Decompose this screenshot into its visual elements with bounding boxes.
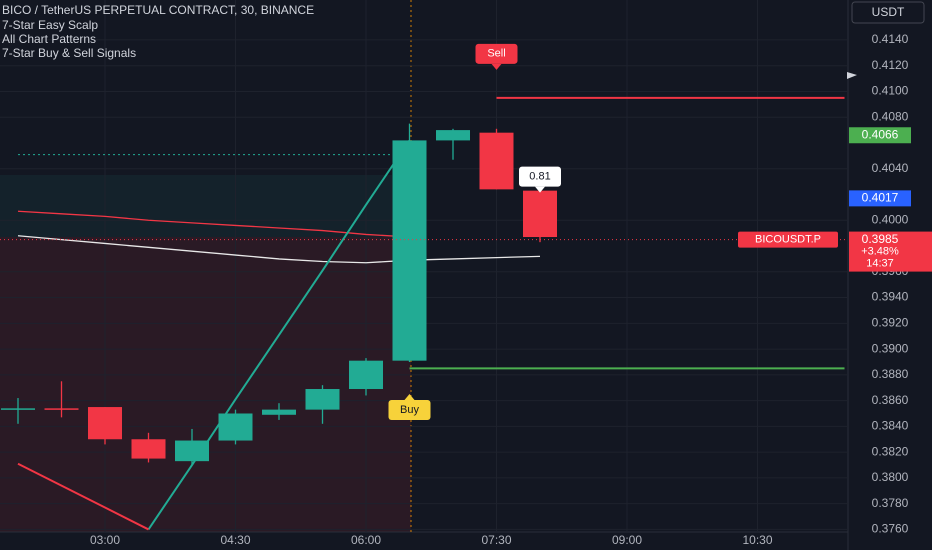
y-tick-label: 0.3920: [872, 315, 909, 329]
signal-text: Buy: [400, 404, 419, 416]
last-price-text: 0.3985: [862, 232, 899, 246]
signal-box: [519, 166, 561, 187]
indicator: 7-Star Easy Scalp: [2, 18, 98, 32]
indicator: All Chart Patterns: [2, 32, 96, 46]
x-tick-label: 07:30: [481, 533, 511, 547]
y-tick-label: 0.4080: [872, 109, 909, 123]
x-tick-label: 03:00: [90, 533, 120, 547]
candle-body: [479, 132, 514, 190]
y-tick-label: 0.3800: [872, 470, 909, 484]
indicator-line: [17, 235, 541, 264]
indicator-line: [17, 210, 410, 238]
zone-lower: [0, 237, 411, 532]
candle-body: [88, 407, 122, 440]
y-tick-label: 0.4120: [872, 58, 909, 72]
symbol-text: BICOUSDT.P: [755, 233, 821, 245]
y-tick-label: 0.3860: [872, 393, 909, 407]
scroll-marker: [847, 72, 857, 79]
candle-body: [436, 130, 470, 141]
y-tick-label: 0.3940: [872, 290, 909, 304]
plot: Sell Buy 0.81 BICOUSDT.P: [0, 0, 848, 532]
x-tick-label: 04:30: [220, 533, 250, 547]
y-tick-label: 0.4040: [872, 161, 909, 175]
symbol-tag: [738, 231, 838, 248]
countdown-text: 14:37: [866, 257, 894, 269]
candle-body: [131, 439, 166, 459]
currency-button[interactable]: [851, 1, 925, 24]
candle-body: [305, 389, 340, 410]
y-tick-label: 0.4140: [872, 32, 909, 46]
y-tick-label: 0.3840: [872, 419, 909, 433]
currency: USDT: [872, 5, 905, 19]
signal-pointer: [535, 186, 545, 193]
signal-pointer: [491, 63, 502, 70]
signal-box: [475, 43, 518, 64]
x-tick-label: 09:00: [612, 533, 642, 547]
y-tick-label: 0.3760: [872, 522, 909, 536]
x-tick-label: 06:00: [351, 533, 381, 547]
candle-body: [218, 413, 253, 441]
y-tick-label: 0.4000: [872, 212, 909, 226]
candle-body: [523, 190, 557, 238]
signal-pointer: [404, 393, 415, 400]
signal-box: [388, 399, 431, 420]
price-tag-text: 0.4066: [862, 127, 899, 141]
x-tick-label: 10:30: [742, 533, 772, 547]
y-tick-label: 0.3780: [872, 496, 909, 510]
signal-text: 0.81: [529, 171, 550, 183]
y-tick-label: 0.3820: [872, 444, 909, 458]
candle-body: [44, 408, 79, 410]
indicator-line: [17, 462, 149, 531]
indicator-line: [147, 139, 411, 530]
y-tick-label: 0.4100: [872, 84, 909, 98]
candle-body: [175, 440, 209, 462]
candle-body: [392, 140, 427, 361]
price-tag: [849, 190, 911, 207]
zone-upper: [0, 175, 392, 237]
candle-body: [1, 408, 35, 410]
y-tick-label: 0.3900: [872, 341, 909, 355]
price-tag-text: 0.4017: [862, 191, 899, 205]
indicator: 7-Star Buy & Sell Signals: [2, 46, 136, 60]
chart-title: BICO / TetherUS PERPETUAL CONTRACT, 30, …: [2, 3, 314, 17]
last-price-tag: [849, 231, 932, 272]
candle-body: [262, 409, 296, 415]
candle-body: [349, 360, 383, 390]
change-text: +3.48%: [861, 245, 899, 257]
price-tag: [849, 127, 911, 144]
signal-text: Sell: [487, 48, 505, 60]
y-tick-label: 0.3880: [872, 367, 909, 381]
